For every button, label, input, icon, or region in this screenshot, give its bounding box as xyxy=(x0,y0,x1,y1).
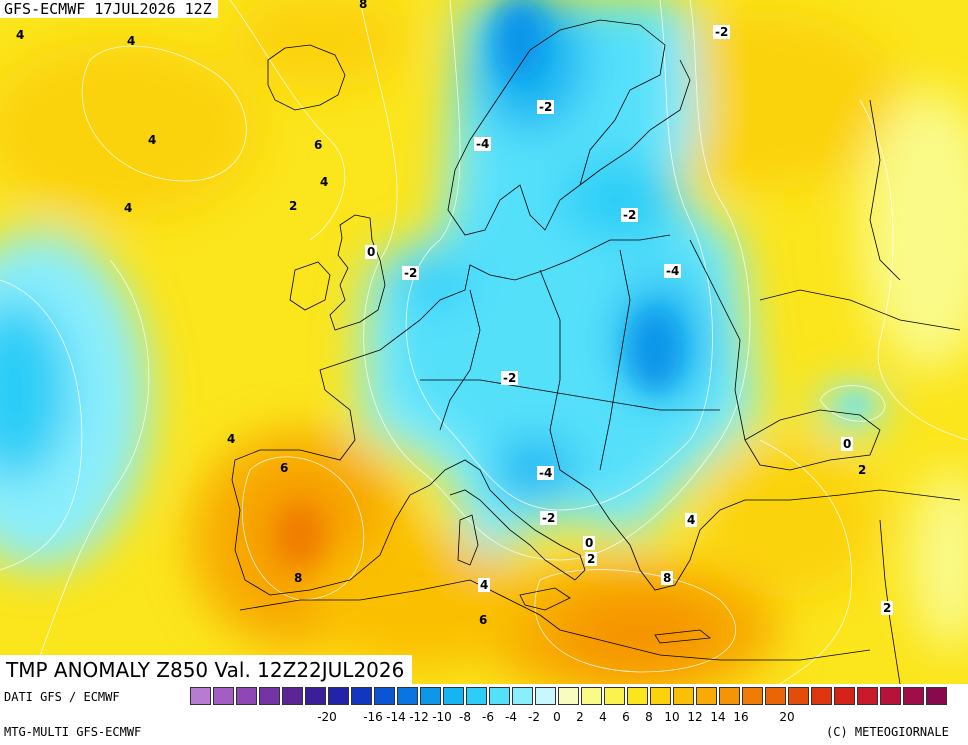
color-scale-tick: 16 xyxy=(733,710,749,724)
contour-label: 4 xyxy=(127,34,136,48)
contour-label: -2 xyxy=(621,208,639,222)
color-scale-tick: 8 xyxy=(645,710,653,724)
color-scale-swatch xyxy=(535,687,556,705)
color-scale-swatch xyxy=(673,687,694,705)
contour-label: 2 xyxy=(289,199,298,213)
color-scale-swatch xyxy=(627,687,648,705)
color-scale-tick: -20 xyxy=(317,710,337,724)
color-scale-swatch xyxy=(374,687,395,705)
color-scale-swatch xyxy=(788,687,809,705)
color-scale-swatch xyxy=(512,687,533,705)
contour-label: 0 xyxy=(841,437,854,451)
anomaly-shading xyxy=(0,0,968,684)
contour-label: 0 xyxy=(365,245,378,259)
color-scale-swatch xyxy=(581,687,602,705)
contour-lines xyxy=(0,0,968,684)
color-scale-tick: -10 xyxy=(432,710,452,724)
contour-label: 8 xyxy=(359,0,368,11)
color-scale-swatch xyxy=(765,687,786,705)
color-scale-swatch xyxy=(834,687,855,705)
contour-label: 4 xyxy=(478,578,491,592)
color-scale-swatch xyxy=(443,687,464,705)
color-scale-swatch xyxy=(420,687,441,705)
color-scale-swatch xyxy=(236,687,257,705)
contour-label: 2 xyxy=(858,463,867,477)
color-scale-swatch xyxy=(397,687,418,705)
copyright-text: (C) METEOGIORNALE xyxy=(826,725,949,739)
color-scale-swatch xyxy=(650,687,671,705)
color-scale-tick: 10 xyxy=(664,710,680,724)
contour-label: 4 xyxy=(124,201,133,215)
color-scale-swatch xyxy=(259,687,280,705)
contour-label: -2 xyxy=(540,511,558,525)
color-scale-tick: 0 xyxy=(553,710,561,724)
contour-label: 8 xyxy=(294,571,303,585)
color-scale-swatch xyxy=(558,687,579,705)
color-scale-tick: 4 xyxy=(599,710,607,724)
color-scale-swatch xyxy=(696,687,717,705)
contour-label: 4 xyxy=(320,175,329,189)
contour-label: 4 xyxy=(148,133,157,147)
color-scale-tick: -12 xyxy=(409,710,429,724)
color-scale-tick: 2 xyxy=(576,710,584,724)
color-scale-swatch xyxy=(811,687,832,705)
color-scale-tick: -16 xyxy=(363,710,383,724)
contour-label: 6 xyxy=(280,461,289,475)
map-title: TMP ANOMALY Z850 Val. 12Z22JUL2026 xyxy=(0,655,413,685)
color-scale-swatch xyxy=(926,687,947,705)
color-scale-swatch xyxy=(489,687,510,705)
contour-label: 2 xyxy=(881,601,894,615)
color-scale-tick: 20 xyxy=(779,710,795,724)
color-scale-swatch xyxy=(604,687,625,705)
color-scale-tick: -2 xyxy=(528,710,540,724)
contour-label: 6 xyxy=(479,613,488,627)
color-scale-tick: -14 xyxy=(386,710,406,724)
contour-label: 8 xyxy=(661,571,674,585)
color-scale-swatch xyxy=(857,687,878,705)
color-scale-swatch xyxy=(742,687,763,705)
color-scale-tick: 14 xyxy=(710,710,726,724)
color-scale-swatch xyxy=(903,687,924,705)
color-scale-tick: 12 xyxy=(687,710,703,724)
contour-label: 6 xyxy=(314,138,323,152)
color-scale-swatch xyxy=(190,687,211,705)
color-scale-swatch xyxy=(880,687,901,705)
run-title: GFS-ECMWF 17JUL2026 12Z xyxy=(0,0,218,18)
color-scale-swatch xyxy=(719,687,740,705)
contour-label: 2 xyxy=(585,552,598,566)
contour-label: -2 xyxy=(713,25,731,39)
contour-label: -2 xyxy=(501,371,519,385)
contour-label: 0 xyxy=(583,536,596,550)
contour-label: -4 xyxy=(537,466,555,480)
color-scale-tick: -8 xyxy=(459,710,471,724)
color-scale-swatch xyxy=(328,687,349,705)
contour-label: 4 xyxy=(685,513,698,527)
data-source-text: DATI GFS / ECMWF xyxy=(4,690,120,704)
contour-label: 4 xyxy=(227,432,236,446)
model-name-text: MTG-MULTI GFS-ECMWF xyxy=(4,725,142,739)
temperature-anomaly-map xyxy=(0,0,968,684)
contour-label: -2 xyxy=(537,100,555,114)
color-scale-swatch xyxy=(466,687,487,705)
color-scale-swatch xyxy=(351,687,372,705)
contour-label: 4 xyxy=(16,28,25,42)
color-scale-tick: -6 xyxy=(482,710,494,724)
color-scale-tick: -4 xyxy=(505,710,517,724)
color-scale-tick: 6 xyxy=(622,710,630,724)
anomaly-detail xyxy=(278,0,871,565)
contour-label: -4 xyxy=(474,137,492,151)
contour-label: -4 xyxy=(664,264,682,278)
color-scale-swatch xyxy=(282,687,303,705)
contour-label: -2 xyxy=(402,266,420,280)
color-scale-swatch xyxy=(213,687,234,705)
coastlines xyxy=(231,19,961,684)
color-scale-swatch xyxy=(305,687,326,705)
